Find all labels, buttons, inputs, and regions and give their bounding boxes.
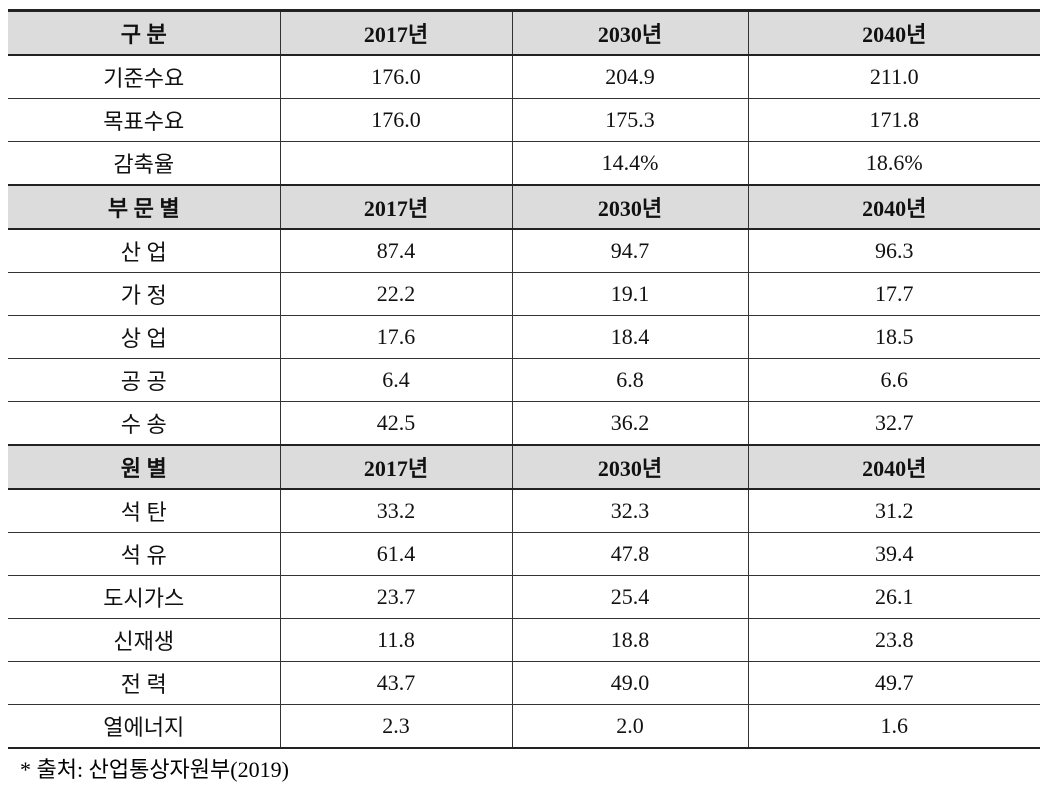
cell: 14.4% xyxy=(511,141,749,186)
header-row: 구 분 2017년 2030년 2040년 xyxy=(8,9,1040,56)
cell: 기준수요 xyxy=(8,54,281,99)
header-row: 원 별 2017년 2030년 2040년 xyxy=(8,444,1040,490)
table-body: 구 분 2017년 2030년 2040년 기준수요 176.0 204.9 211.0 목표수… xyxy=(8,9,1040,749)
cell: 171.8 xyxy=(747,98,1040,142)
data-row: 석 탄 33.2 32.3 31.2 xyxy=(8,488,1040,533)
data-row: 목표수요 176.0 175.3 171.8 xyxy=(8,98,1040,142)
data-row: 도시가스 23.7 25.4 26.1 xyxy=(8,575,1040,619)
header-cell: 2017년 xyxy=(279,9,513,56)
source-note: * 출처: 산업통상자원부(2019) xyxy=(20,757,289,782)
cell: 18.8 xyxy=(511,618,749,662)
cell: 6.4 xyxy=(279,358,513,402)
header-cell: 구 분 xyxy=(8,9,281,56)
data-row: 전 력 43.7 49.0 49.7 xyxy=(8,661,1040,705)
data-row: 감축율 14.4% 18.6% xyxy=(8,141,1040,186)
cell: 204.9 xyxy=(511,54,749,99)
cell: 공 공 xyxy=(8,358,281,402)
cell: 1.6 xyxy=(747,704,1040,749)
cell: 도시가스 xyxy=(8,575,281,619)
cell: 18.6% xyxy=(747,141,1040,186)
data-row: 상 업 17.6 18.4 18.5 xyxy=(8,315,1040,359)
cell: 전 력 xyxy=(8,661,281,705)
cell: 감축율 xyxy=(8,141,281,186)
header-cell: 부 문 별 xyxy=(8,184,281,230)
header-row: 부 문 별 2017년 2030년 2040년 xyxy=(8,184,1040,230)
header-cell: 2017년 xyxy=(279,444,513,490)
cell: 31.2 xyxy=(747,488,1040,533)
data-row: 산 업 87.4 94.7 96.3 xyxy=(8,228,1040,273)
cell: 11.8 xyxy=(279,618,513,662)
cell: 신재생 xyxy=(8,618,281,662)
cell: 23.8 xyxy=(747,618,1040,662)
cell: 36.2 xyxy=(511,401,749,446)
data-row: 수 송 42.5 36.2 32.7 xyxy=(8,401,1040,446)
cell xyxy=(279,141,513,186)
cell: 2.3 xyxy=(279,704,513,749)
cell: 22.2 xyxy=(279,272,513,316)
cell: 상 업 xyxy=(8,315,281,359)
cell: 산 업 xyxy=(8,228,281,273)
cell: 가 정 xyxy=(8,272,281,316)
cell: 42.5 xyxy=(279,401,513,446)
cell: 47.8 xyxy=(511,532,749,576)
header-cell: 2017년 xyxy=(279,184,513,230)
data-row: 기준수요 176.0 204.9 211.0 xyxy=(8,54,1040,99)
cell: 수 송 xyxy=(8,401,281,446)
cell: 석 유 xyxy=(8,532,281,576)
header-cell: 원 별 xyxy=(8,444,281,490)
cell: 목표수요 xyxy=(8,98,281,142)
demand-table: 구 분 2017년 2030년 2040년 기준수요 176.0 204.9 211.0 목표수… xyxy=(8,9,1040,749)
cell: 175.3 xyxy=(511,98,749,142)
cell: 96.3 xyxy=(747,228,1040,273)
cell: 18.5 xyxy=(747,315,1040,359)
cell: 176.0 xyxy=(279,54,513,99)
cell: 49.0 xyxy=(511,661,749,705)
cell: 43.7 xyxy=(279,661,513,705)
cell: 23.7 xyxy=(279,575,513,619)
header-cell: 2030년 xyxy=(511,184,749,230)
data-row: 석 유 61.4 47.8 39.4 xyxy=(8,532,1040,576)
data-row: 가 정 22.2 19.1 17.7 xyxy=(8,272,1040,316)
cell: 열에너지 xyxy=(8,704,281,749)
data-row: 신재생 11.8 18.8 23.8 xyxy=(8,618,1040,662)
header-cell: 2040년 xyxy=(747,444,1040,490)
cell: 17.6 xyxy=(279,315,513,359)
cell: 2.0 xyxy=(511,704,749,749)
cell: 61.4 xyxy=(279,532,513,576)
cell: 39.4 xyxy=(747,532,1040,576)
header-cell: 2040년 xyxy=(747,9,1040,56)
cell: 176.0 xyxy=(279,98,513,142)
cell: 87.4 xyxy=(279,228,513,273)
cell: 6.8 xyxy=(511,358,749,402)
data-row: 공 공 6.4 6.8 6.6 xyxy=(8,358,1040,402)
cell: 94.7 xyxy=(511,228,749,273)
cell: 25.4 xyxy=(511,575,749,619)
cell: 49.7 xyxy=(747,661,1040,705)
cell: 211.0 xyxy=(747,54,1040,99)
data-row: 열에너지 2.3 2.0 1.6 xyxy=(8,704,1040,749)
cell: 17.7 xyxy=(747,272,1040,316)
cell: 32.7 xyxy=(747,401,1040,446)
cell: 18.4 xyxy=(511,315,749,359)
cell: 33.2 xyxy=(279,488,513,533)
cell: 26.1 xyxy=(747,575,1040,619)
header-cell: 2030년 xyxy=(511,444,749,490)
header-cell: 2040년 xyxy=(747,184,1040,230)
cell: 19.1 xyxy=(511,272,749,316)
cell: 32.3 xyxy=(511,488,749,533)
cell: 석 탄 xyxy=(8,488,281,533)
header-cell: 2030년 xyxy=(511,9,749,56)
cell: 6.6 xyxy=(747,358,1040,402)
